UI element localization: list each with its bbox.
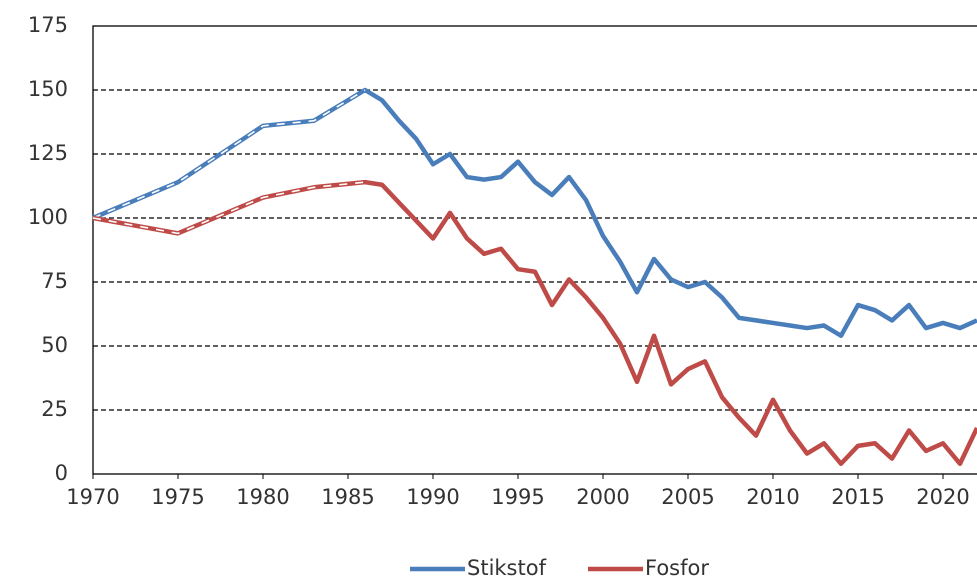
line [92,87,977,339]
y-tick-label: 0 [55,461,68,485]
x-tick-label: 1980 [236,485,289,509]
legend-label: Fosfor [645,556,709,580]
y-tick-label: 75 [41,269,68,293]
x-tick-label: 1985 [321,485,374,509]
x-tick-label: 2020 [916,485,969,509]
plot [92,87,977,467]
x-tick-label: 1970 [66,485,119,509]
dash-overlay [92,181,366,235]
y-tick-label: 150 [28,77,68,101]
x-tick-label: 1995 [491,485,544,509]
dash-overlay [92,89,366,219]
x-tick-label: 2015 [831,485,884,509]
x-tick-label: 2000 [576,485,629,509]
x-tick-label: 2010 [746,485,799,509]
x-tick-label: 1990 [406,485,459,509]
y-tick-label: 25 [41,397,68,421]
x-tick-label: 2005 [661,485,714,509]
line [92,179,977,467]
y-tick-label: 125 [28,141,68,165]
y-tick-label: 100 [28,205,68,229]
plot-frame [92,25,977,475]
legend-label: Stikstof [467,556,547,580]
x-tick-label: 1975 [151,485,204,509]
y-tick-label: 175 [28,13,68,37]
y-tick-label: 50 [41,333,68,357]
